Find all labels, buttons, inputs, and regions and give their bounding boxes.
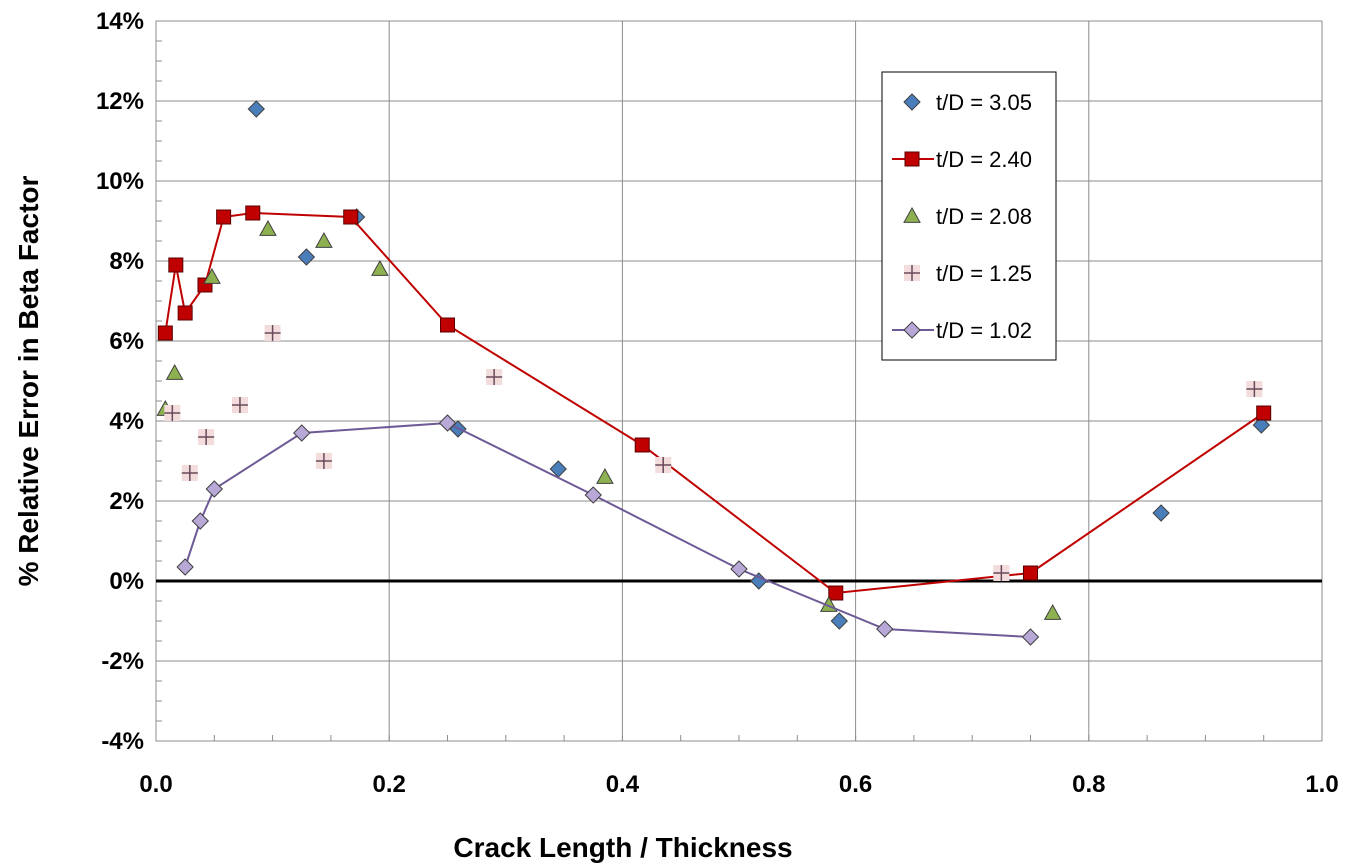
legend-label: t/D = 1.25: [936, 261, 1032, 286]
data-point: [247, 100, 265, 118]
legend-label: t/D = 3.05: [936, 90, 1032, 115]
data-point: [1252, 416, 1271, 434]
data-point: [1043, 603, 1062, 620]
y-tick-label: 6%: [109, 328, 144, 355]
data-point: [157, 325, 173, 341]
data-point: [371, 259, 389, 276]
legend-label: t/D = 2.40: [936, 147, 1032, 172]
y-tick-label: 14%: [96, 8, 144, 35]
legend-marker: [903, 321, 921, 339]
data-point: [1021, 628, 1040, 646]
x-axis-title: Crack Length / Thickness: [453, 832, 792, 863]
data-point: [438, 414, 457, 432]
data-point: [191, 512, 210, 530]
data-point: [315, 453, 332, 469]
data-point: [165, 363, 184, 380]
x-tick-label: 0.2: [373, 771, 406, 798]
axes: -4% -2% 0% 2% 4% 6% 8% 10% 12% 14% 0.0 0.2 0.4 0.6 0.8…: [96, 8, 1339, 798]
data-point: [830, 612, 848, 630]
y-tick-label: -4%: [101, 728, 144, 755]
data-point: [259, 219, 277, 236]
data-point: [1246, 381, 1263, 397]
data-point: [205, 480, 224, 498]
series-line: [184, 421, 1031, 638]
legend-marker: [903, 93, 921, 111]
y-tick-label: 8%: [109, 248, 144, 275]
data-point: [293, 424, 311, 442]
series-5: [176, 414, 1040, 646]
data-point: [596, 467, 614, 484]
x-tick-label: 0.4: [606, 771, 640, 798]
legend-marker: [904, 265, 920, 281]
series-1: [247, 100, 1271, 630]
data-point: [876, 620, 894, 638]
data-point: [164, 405, 181, 421]
data-point: [993, 565, 1010, 581]
legend-label: t/D = 2.08: [936, 204, 1032, 229]
x-tick-label: 0.0: [139, 771, 172, 798]
y-tick-label: 4%: [109, 408, 144, 435]
data-point: [730, 560, 748, 578]
series-line: [164, 211, 1265, 595]
data-point: [181, 465, 198, 481]
y-tick-label: 12%: [96, 88, 144, 115]
data-point: [198, 429, 215, 445]
data-point: [1152, 504, 1170, 522]
data-point: [584, 486, 602, 504]
x-tick-label: 1.0: [1305, 771, 1338, 798]
y-tick-label: 0%: [109, 568, 144, 595]
plot-series: [156, 100, 1272, 646]
data-point: [203, 267, 221, 284]
data-point: [486, 369, 503, 385]
data-point: [634, 437, 650, 453]
data-point: [168, 257, 184, 273]
data-point: [231, 397, 248, 413]
legend-marker: [903, 206, 921, 223]
x-tick-label: 0.6: [839, 771, 872, 798]
data-point: [440, 317, 455, 333]
data-point: [245, 205, 261, 221]
legend: t/D = 3.05 t/D = 2.40 t/D = 2.08 t/D = 1.25…: [881, 71, 1057, 361]
data-point: [1256, 405, 1272, 421]
y-tick-label: -2%: [101, 648, 144, 675]
data-point: [1023, 565, 1038, 581]
legend-marker: [904, 151, 920, 167]
series-4: [164, 325, 1263, 581]
data-point: [828, 585, 844, 601]
legend-label: t/D = 1.02: [936, 318, 1032, 343]
plot-area-border: [155, 20, 1323, 742]
data-point: [343, 209, 359, 225]
data-point: [297, 248, 316, 266]
data-point: [264, 325, 281, 341]
series-2: [157, 205, 1272, 601]
y-tick-label: 10%: [96, 168, 144, 195]
y-tick-label: 2%: [109, 488, 144, 515]
grid: [155, 20, 1323, 742]
data-point: [177, 305, 193, 321]
data-point: [655, 457, 672, 473]
y-axis-title: % Relative Error in Beta Factor: [13, 176, 44, 587]
data-point: [315, 231, 333, 248]
data-point: [176, 558, 194, 576]
x-tick-label: 0.8: [1072, 771, 1105, 798]
data-point: [216, 209, 232, 225]
